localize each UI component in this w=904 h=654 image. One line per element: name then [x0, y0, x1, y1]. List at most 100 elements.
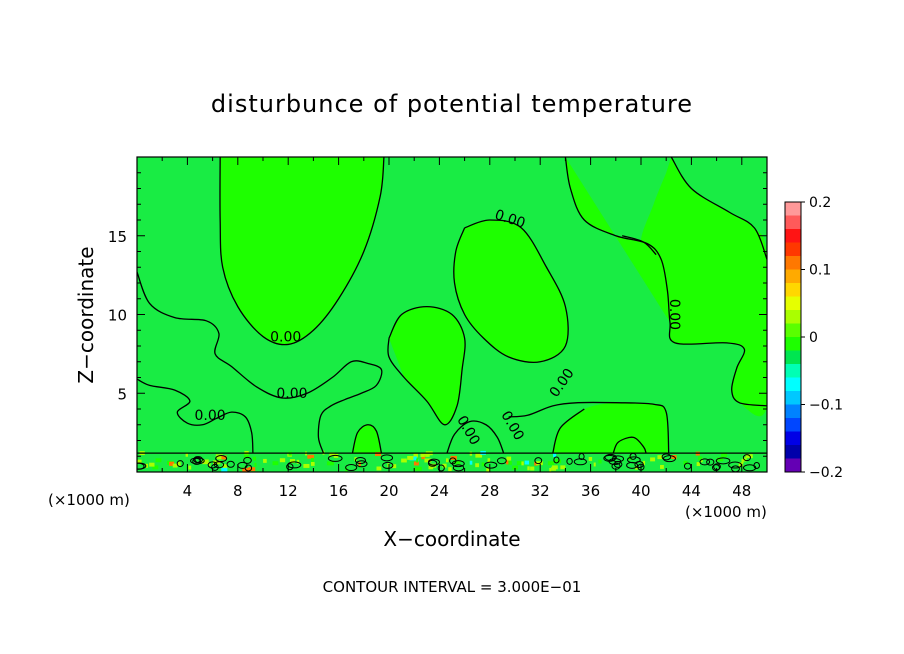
surface-contour: [603, 454, 616, 462]
surface-contour: [194, 456, 203, 464]
region-center: [389, 306, 466, 425]
chart-title: disturbunce of potential temperature: [211, 90, 693, 118]
y-axis: 5 10 15: [108, 156, 767, 473]
x-axis-label: X−coordinate: [383, 527, 520, 551]
region-bump-34: [613, 437, 647, 454]
colorbar-swatch: [785, 283, 801, 297]
surface-contour: [451, 460, 465, 468]
surface-cell: [207, 462, 211, 467]
colorbar-swatch: [785, 391, 801, 405]
contour-interval-note: CONTOUR INTERVAL = 3.000E−01: [323, 578, 582, 596]
surface-cell: [442, 463, 447, 468]
surface-cell: [453, 460, 461, 465]
surface-cell: [549, 467, 552, 472]
surface-cell: [554, 459, 562, 464]
surface-contour: [354, 457, 367, 465]
surface-contour: [566, 457, 573, 465]
contour-line: [564, 157, 767, 407]
contour-line: [446, 420, 505, 454]
surface-cell: [401, 458, 407, 463]
surface-contour: [611, 455, 625, 463]
y-tick-label: 15: [108, 228, 127, 246]
surface-cell: [506, 456, 512, 461]
surface-cell: [420, 453, 425, 458]
y-tick-label: 5: [117, 385, 127, 403]
surface-cell: [650, 457, 656, 462]
surface-cell: [222, 464, 228, 469]
surface-cell: [552, 465, 558, 470]
surface-cell: [660, 464, 664, 469]
colorbar-swatch: [785, 377, 801, 392]
colorbar-swatch: [785, 269, 801, 284]
surface-cell: [172, 463, 178, 468]
surface-cell: [375, 452, 382, 457]
surface-contour: [190, 457, 205, 465]
contour-label: 0.00: [276, 386, 307, 402]
surface-cell: [307, 454, 315, 459]
surface-cell: [137, 459, 142, 464]
colorbar-swatch: [785, 310, 801, 324]
region-upper-left: [219, 157, 384, 345]
y-axis-label: Z−coordinate: [74, 246, 98, 383]
contour-label: 0.00: [194, 408, 225, 424]
surface-cell: [296, 459, 300, 464]
surface-cell: [217, 455, 224, 460]
contour-line: [219, 157, 385, 346]
surface-cell: [414, 466, 422, 471]
surface-cell: [445, 458, 449, 463]
x-tick-label: 4: [183, 482, 193, 500]
colorbar-tick-label: 0.2: [809, 195, 831, 211]
surface-cell: [547, 461, 555, 466]
contour-lines: [137, 157, 767, 454]
surface-contour: [380, 454, 394, 462]
surface-cell: [254, 462, 257, 467]
surface-cell: [524, 460, 530, 465]
surface-cell: [716, 457, 724, 462]
surface-cell: [185, 452, 188, 457]
surface-cell: [742, 457, 747, 462]
surface-contour: [176, 460, 184, 468]
surface-cell: [407, 455, 414, 460]
x-unit-left: (×1000 m): [48, 491, 130, 509]
surface-contour: [427, 458, 440, 466]
surface-contour: [484, 461, 498, 469]
surface-cell: [155, 458, 162, 463]
contour-line: [137, 271, 383, 454]
surface-cell: [481, 462, 485, 467]
surface-cell: [448, 467, 452, 472]
colorbar-swatch: [785, 242, 801, 257]
surface-cell: [671, 455, 677, 459]
surface-cell: [376, 466, 382, 471]
surface-cell: [303, 463, 310, 468]
colorbar-swatch: [785, 350, 801, 365]
region-right: [640, 157, 767, 417]
surface-cell: [279, 458, 286, 463]
surface-cell: [593, 462, 596, 467]
surface-cell: [263, 458, 267, 463]
x-tick-label: 36: [581, 482, 600, 500]
x-unit-right: (×1000 m): [685, 503, 767, 521]
colorbar-swatch: [785, 337, 801, 351]
surface-cell: [221, 467, 228, 472]
surface-contour: [226, 460, 235, 468]
surface-cell: [698, 456, 703, 461]
surface-cell: [506, 460, 509, 465]
surface-contour: [715, 457, 731, 465]
surface-contour: [137, 462, 147, 470]
x-tick-label: 20: [379, 482, 398, 500]
surface-cell: [741, 459, 744, 464]
colorbar-swatch: [785, 431, 801, 446]
surface-cell: [310, 461, 315, 466]
colorbar-tick-label: −0.2: [809, 465, 843, 481]
surface-cell: [392, 464, 397, 469]
surface-cell: [145, 463, 149, 468]
x-tick-label: 40: [631, 482, 650, 500]
surface-contour: [286, 463, 294, 471]
colorbar-swatch: [785, 445, 801, 459]
x-tick-label: 44: [682, 482, 701, 500]
contour-label: 0.00: [666, 299, 682, 330]
surface-cell: [696, 462, 700, 467]
x-tick-label: 16: [329, 482, 348, 500]
region-upper-right-a: [565, 157, 670, 323]
